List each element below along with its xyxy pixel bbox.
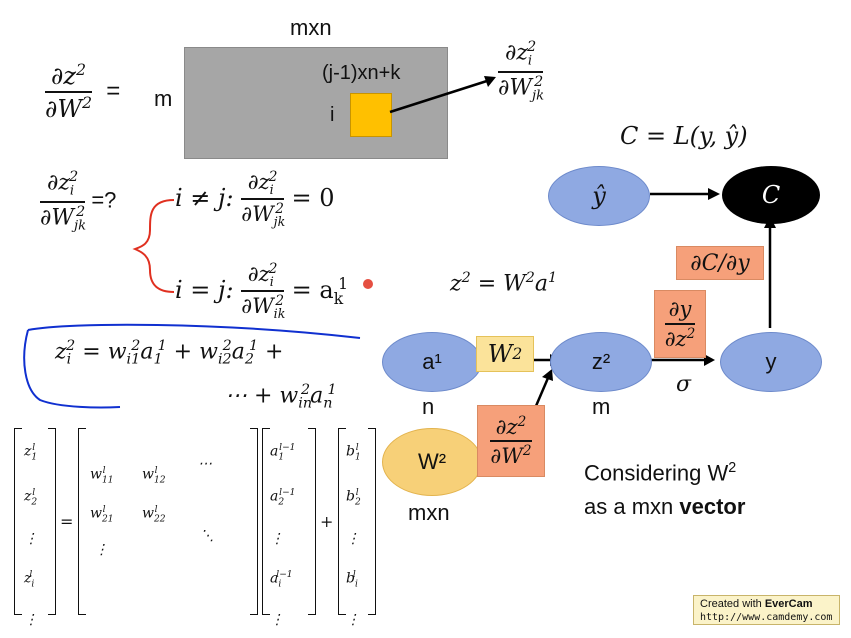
red-dot [363,279,373,289]
label-sigma: σ [676,372,692,397]
cost-definition: C = L(y, ŷ) [620,122,748,150]
label-mxn: mxn [408,500,450,525]
row-index-label: i [330,104,335,126]
node-a1: a¹ [382,332,482,392]
matrix-equation: z1l z2l ⋮ zil ⋮ = w11l w21l ⋮ w12l w22l ⋯ ⋱ a1… [14,428,384,628]
zi-expansion-line1: zi2 = wi12a11 + wi22a21 + [55,338,284,368]
node-yhat: ŷ [548,166,650,226]
node-cost: C [722,166,820,224]
case-eq: i = j: ∂zi2 ∂Wik2 = ak1 [175,261,349,322]
node-z2: z² [550,332,652,392]
node-w2: W² [382,428,482,496]
z-definition: z2 = W2a1 [450,270,558,297]
red-brace [132,199,175,293]
evercam-watermark[interactable]: Created with EverCam http://www.camdemy.… [693,595,840,625]
note-line1: Considering W2 [584,460,737,486]
label-m: m [592,394,611,419]
watermark-line1: Created with EverCam [700,598,813,610]
case-neq: i ≠ j: ∂zi2 ∂Wjk2 = 0 [175,169,335,230]
dz2-dw2-fraction: ∂z2 ∂W2 = [45,61,121,124]
highlighted-element [350,93,392,137]
dz-dw-box: ∂z2 ∂W2 [477,405,545,477]
row-count-m: m [154,86,173,111]
node-y: y [720,332,822,392]
dy-dz-box: ∂y ∂z2 [654,290,706,358]
note-line2: as a mxn vector [584,494,746,519]
dc-dy-box: ∂C/∂y [676,246,764,280]
column-index-label: (j-1)xn+k [322,62,401,84]
watermark-url: http://www.camdemy.com [700,612,833,623]
blue-bracket [23,323,361,409]
matrix-size-label: mxn [290,15,332,40]
label-n: n [422,394,435,419]
jacobian-block [184,47,448,159]
zi-expansion-line2: ⋯ + win2an1 [225,382,337,412]
target-derivative: ∂zi2 ∂Wjk2 [498,39,545,104]
question-derivative: ∂zi2 ∂Wjk2 =? [40,169,117,234]
